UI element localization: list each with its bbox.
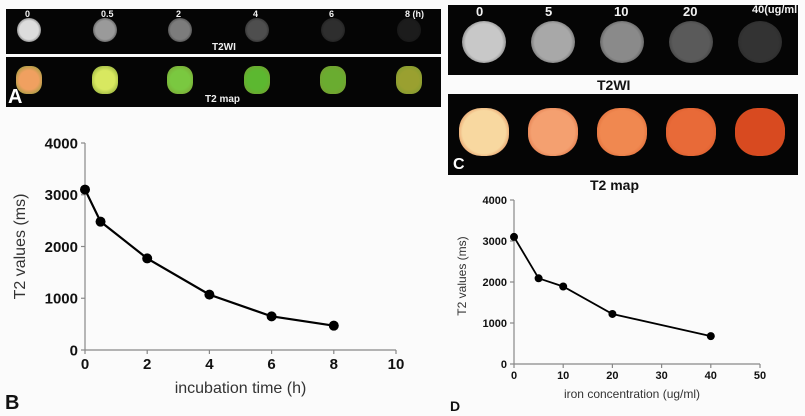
y-axis-label: T2 values (ms) (455, 236, 469, 315)
data-point (534, 274, 543, 283)
y-tick-label: 4000 (483, 195, 507, 207)
x-tick-label: 6 (267, 356, 275, 373)
data-point (204, 289, 215, 300)
x-tick-label: 20 (606, 370, 618, 382)
y-tick-label: 0 (501, 359, 507, 371)
y-tick-label: 3000 (45, 187, 78, 204)
panel-c-letter: C (453, 156, 465, 173)
x-axis-label: incubation time (h) (175, 380, 307, 397)
data-point (608, 309, 617, 318)
x-tick-label: 30 (655, 370, 667, 382)
panel-a-t2wi-caption: T2WI (212, 42, 236, 53)
data-point (142, 253, 153, 264)
t2map-phantom (167, 66, 193, 94)
panel-a-t2wi-strip (6, 9, 441, 54)
x-axis-label: iron concentration (ug/ml) (564, 387, 700, 401)
panel-a-t2map-caption: T2 map (205, 94, 241, 105)
y-axis-label: T2 values (ms) (12, 194, 29, 300)
x-tick-label: 10 (388, 356, 405, 373)
data-point (706, 332, 715, 341)
data-point (266, 311, 277, 322)
time-label: 4 (253, 9, 259, 19)
t2map-phantom (666, 108, 716, 156)
y-tick-label: 2000 (483, 277, 507, 289)
x-tick-label: 40 (705, 370, 717, 382)
time-label: 2 (176, 9, 182, 19)
t2map-phantom (16, 66, 42, 94)
t2map-phantom (396, 66, 422, 94)
data-point (510, 232, 518, 241)
time-label: 6 (329, 9, 335, 19)
t2map-phantom (92, 66, 118, 94)
t2map-phantom (244, 66, 270, 94)
t2wi-phantom (397, 18, 421, 42)
y-tick-label: 3000 (483, 236, 507, 248)
chart-d: 0 1000 2000 3000 4000 0 10 20 30 40 50 iron concent… (455, 195, 766, 401)
t2wi-phantom (669, 21, 713, 63)
x-tick-label: 0 (81, 356, 89, 373)
data-point (95, 216, 106, 227)
t2wi-phantom (17, 18, 41, 42)
panel-a-t2map-strip (6, 57, 441, 107)
data-line (84, 189, 334, 327)
x-tick-label: 8 (330, 356, 338, 373)
y-tick-label: 2000 (45, 239, 78, 256)
t2wi-phantom (738, 21, 782, 63)
x-tick-label: 10 (557, 370, 569, 382)
panel-b-letter: B (5, 392, 20, 414)
t2wi-phantom (462, 21, 506, 63)
concentration-label: 0 (476, 4, 484, 19)
panel-d-letter: D (450, 398, 461, 414)
data-point (559, 282, 568, 291)
concentration-label: 20 (683, 4, 698, 19)
t2wi-phantom (245, 18, 269, 42)
data-line (513, 236, 711, 337)
t2wi-phantom (321, 18, 345, 42)
y-tick-label: 1000 (45, 291, 78, 308)
concentration-label: 5 (545, 4, 553, 19)
chart-b: 0 1000 2000 3000 4000 0 2 4 6 8 10 incubation time … (12, 135, 405, 397)
t2map-phantom (459, 108, 509, 156)
time-label: 0 (25, 9, 31, 19)
panel-c-t2wi-caption: T2WI (597, 77, 631, 93)
y-tick-label: 0 (70, 342, 78, 359)
panel-a-letter: A (8, 86, 23, 108)
t2wi-phantom (168, 18, 192, 42)
time-label: 0.5 (101, 9, 114, 19)
t2wi-phantom (93, 18, 117, 42)
x-tick-label: 50 (754, 370, 766, 382)
x-tick-label: 2 (143, 356, 151, 373)
concentration-label: 40(ug/ml (752, 4, 798, 16)
data-point (328, 320, 339, 331)
x-tick-label: 0 (511, 370, 517, 382)
y-tick-label: 1000 (483, 318, 507, 330)
time-label: 8 (h) (405, 9, 424, 19)
t2wi-phantom (531, 21, 575, 63)
t2wi-phantom (600, 21, 644, 63)
t2map-phantom (597, 108, 647, 156)
concentration-label: 10 (614, 4, 629, 19)
data-point (80, 184, 90, 195)
t2map-phantom (320, 66, 346, 94)
t2map-phantom (735, 108, 785, 156)
x-tick-label: 4 (205, 356, 214, 373)
panel-c-t2map-caption: T2 map (590, 177, 640, 193)
y-tick-label: 4000 (45, 135, 78, 152)
t2map-phantom (528, 108, 578, 156)
